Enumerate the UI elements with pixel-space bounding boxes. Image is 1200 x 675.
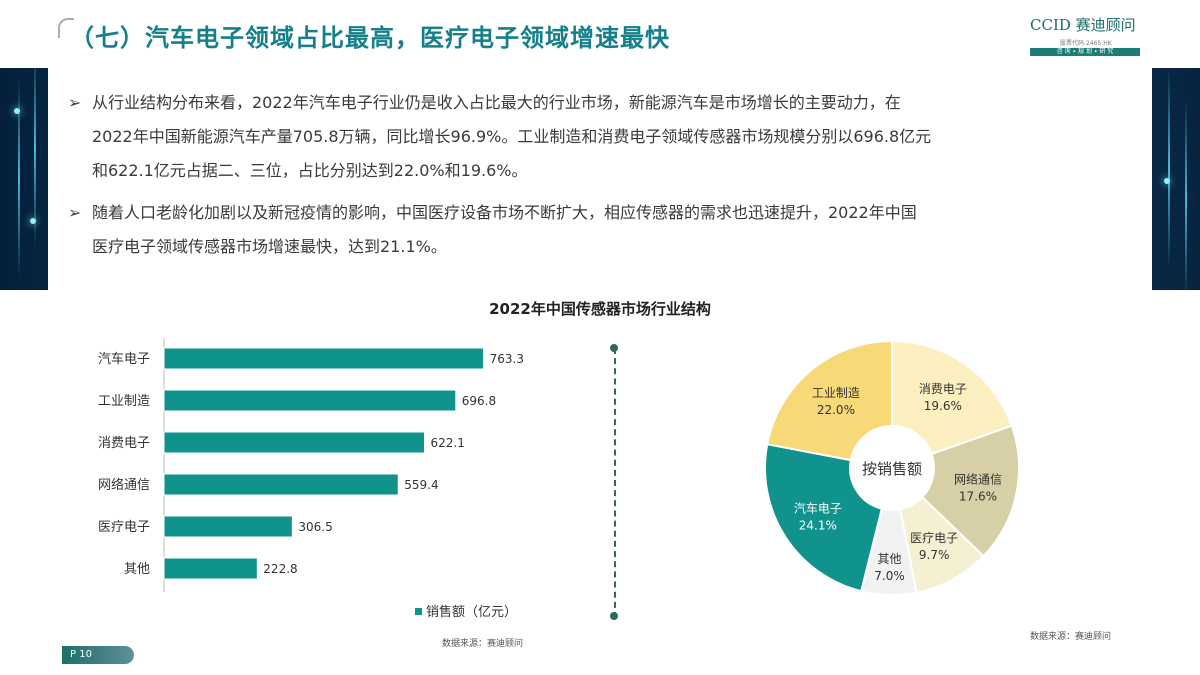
- bar: [163, 431, 426, 454]
- donut-slice: [764, 443, 884, 593]
- light-node: [30, 218, 36, 224]
- bar: [163, 473, 399, 496]
- slice-label: 工业制造: [812, 386, 860, 400]
- bar-value-label: 696.8: [462, 394, 496, 408]
- bar-value-label: 306.5: [298, 520, 332, 534]
- light-streak: [18, 78, 20, 278]
- legend-swatch: [415, 608, 422, 615]
- slice-label: 其他: [878, 552, 902, 566]
- donut-center-label: 按销售额: [862, 460, 922, 478]
- bar-category-label: 其他: [124, 562, 150, 577]
- light-node: [14, 108, 20, 114]
- bar: [163, 557, 258, 580]
- donut-slice: [766, 339, 893, 462]
- bullet-1-line-3: 和622.1亿元占据二、三位，占比分别达到22.0%和19.6%。: [92, 161, 528, 180]
- donut-chart: 消费电子 19.6% 网络通信 17.6% 医疗电子 9.7% 其他 7.0% 汽车电子 24.1…: [764, 339, 1020, 596]
- slice-percent-label: 22.0%: [817, 403, 855, 417]
- bullet-arrow-icon: ➢: [68, 93, 82, 112]
- bullet-2-line-2: 医疗电子领域传感器市场增速最快，达到21.1%。: [92, 237, 447, 256]
- slice-label: 医疗电子: [910, 531, 958, 545]
- light-node: [1164, 178, 1170, 184]
- bar-category-label: 工业制造: [98, 394, 150, 409]
- slice-percent-label: 17.6%: [959, 490, 997, 504]
- chart-title: 2022年中国传感器市场行业结构: [489, 300, 711, 318]
- light-streak: [1185, 98, 1187, 290]
- slice-label: 网络通信: [954, 472, 1002, 487]
- bullet-arrow-icon: ➢: [68, 203, 82, 222]
- bar-category-label: 汽车电子: [98, 351, 150, 367]
- bar-value-label: 559.4: [404, 478, 438, 492]
- data-source-left: 数据来源：赛迪顾问: [442, 639, 524, 649]
- donut-slice: [920, 424, 1020, 558]
- bullet-2-line-1: 随着人口老龄化加剧以及新冠疫情的影响，中国医疗设备市场不断扩大，相应传感器的需求…: [92, 203, 917, 222]
- bar-category-label: 网络通信: [98, 477, 150, 493]
- slice-percent-label: 19.6%: [924, 399, 962, 413]
- chart-divider: [614, 348, 616, 618]
- donut-slice: [891, 339, 1014, 456]
- bar-category-label: 医疗电子: [98, 520, 150, 535]
- bullet-1-line-2: 2022年中国新能源汽车产量705.8万辆，同比增长96.9%。工业制造和消费电…: [92, 127, 932, 146]
- bar-chart: 汽车电子 763.3 工业制造 696.8 消费电子 622.1 网络通信 559.4 医疗电子…: [98, 338, 524, 620]
- summary-text-box: ➢ 从行业结构分布来看，2022年汽车电子行业仍是收入占比最大的行业市场，新能源…: [48, 68, 1152, 290]
- bar-value-label: 622.1: [431, 436, 465, 450]
- bar-value-label: 763.3: [490, 352, 524, 366]
- slice-label: 汽车电子: [794, 500, 842, 515]
- bar: [163, 347, 485, 370]
- title-hook-decoration: [58, 18, 74, 38]
- logo-main-text: CCID 赛迪顾问: [1030, 16, 1136, 34]
- logo-stock-code: 股票代码:2465.HK: [1060, 40, 1112, 47]
- bar: [163, 515, 293, 538]
- light-streak: [1168, 68, 1170, 268]
- header: （七）汽车电子领域占比最高，医疗电子领域增速最快 CCID 赛迪顾问 股票代码:…: [0, 0, 1200, 68]
- bar-category-label: 消费电子: [98, 436, 150, 451]
- logo-tagline: 咨 询 ∙ 规 划 ∙ 研 究: [1030, 48, 1140, 56]
- ccid-logo: CCID 赛迪顾问 股票代码:2465.HK 咨 询 ∙ 规 划 ∙ 研 究: [1030, 14, 1150, 62]
- bullet-1-line-1: 从行业结构分布来看，2022年汽车电子行业仍是收入占比最大的行业市场，新能源汽车…: [92, 93, 901, 112]
- legend-label: 销售额（亿元）: [426, 604, 517, 620]
- light-streak: [34, 68, 36, 248]
- page-number: P 10: [62, 646, 134, 664]
- slice-percent-label: 9.7%: [919, 548, 950, 562]
- bar-value-label: 222.8: [263, 562, 297, 576]
- slice-label: 消费电子: [919, 382, 967, 396]
- divider-dot-bottom: [610, 612, 618, 620]
- bar: [163, 389, 457, 412]
- slice-percent-label: 7.0%: [874, 569, 905, 583]
- slice-percent-label: 24.1%: [799, 518, 837, 532]
- data-source-right: 数据来源：赛迪顾问: [1030, 632, 1112, 642]
- page-title: （七）汽车电子领域占比最高，医疗电子领域增速最快: [70, 24, 670, 52]
